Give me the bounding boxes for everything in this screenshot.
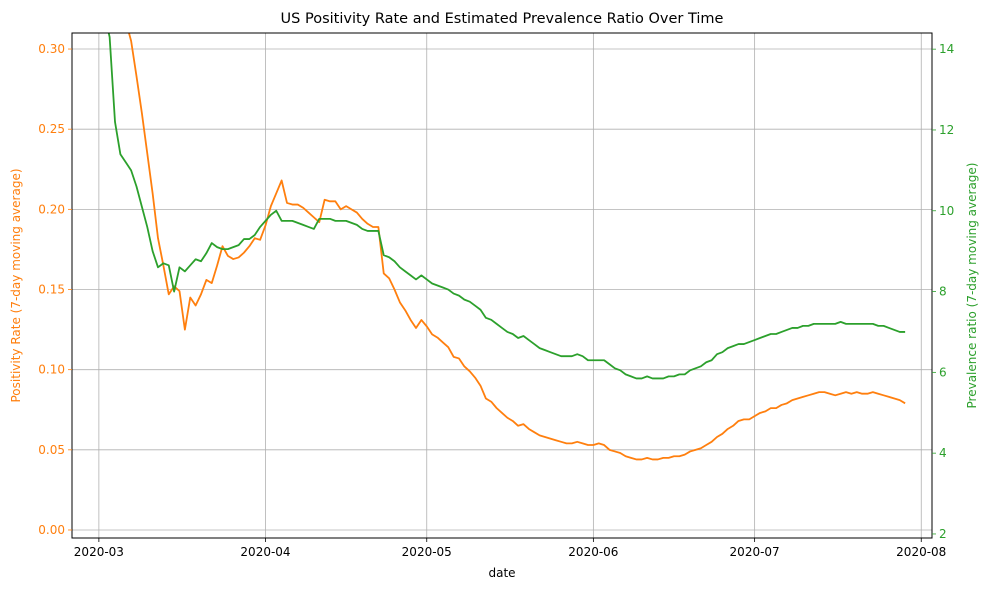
series-lines xyxy=(107,33,906,461)
right-y-tick-label: 4 xyxy=(939,446,947,460)
right-y-axis-label: Prevalence ratio (7-day moving average) xyxy=(965,163,979,409)
x-tick-label: 2020-08 xyxy=(896,545,946,559)
x-axis-ticks: 2020-03 2020-04 2020-05 2020-06 2020-07 2020-… xyxy=(74,538,946,559)
left-y-axis-label: Positivity Rate (7-day moving average) xyxy=(9,168,23,402)
right-y-tick-label: 14 xyxy=(939,42,954,56)
chart-title: US Positivity Rate and Estimated Prevale… xyxy=(281,11,724,27)
x-tick-label: 2020-05 xyxy=(402,545,452,559)
right-y-tick-label: 8 xyxy=(939,285,947,299)
x-tick-label: 2020-04 xyxy=(240,545,290,559)
left-y-axis-ticks: 0.00 0.05 0.10 0.15 0.20 0.25 0.30 xyxy=(38,42,72,537)
left-y-tick-label: 0.30 xyxy=(38,42,65,56)
left-y-tick-label: 0.05 xyxy=(38,443,65,457)
right-y-tick-label: 6 xyxy=(939,365,947,379)
left-y-tick-label: 0.10 xyxy=(38,363,65,377)
left-y-tick-label: 0.20 xyxy=(38,202,65,216)
x-axis-label: date xyxy=(488,566,515,580)
right-y-tick-label: 2 xyxy=(939,527,947,541)
right-y-tick-label: 10 xyxy=(939,204,954,218)
grid-lines xyxy=(72,33,932,538)
left-y-tick-label: 0.15 xyxy=(38,283,65,297)
left-y-tick-label: 0.25 xyxy=(38,122,65,136)
right-y-axis-ticks: 2 4 6 8 10 12 14 xyxy=(932,42,954,541)
right-y-tick-label: 12 xyxy=(939,123,954,137)
x-tick-label: 2020-06 xyxy=(568,545,618,559)
plot-frame xyxy=(71,32,933,539)
x-tick-label: 2020-07 xyxy=(730,545,780,559)
prevalence-ratio-line xyxy=(107,33,906,380)
x-tick-label: 2020-03 xyxy=(74,545,124,559)
positivity-rate-line xyxy=(128,33,906,461)
left-y-tick-label: 0.00 xyxy=(38,523,65,537)
